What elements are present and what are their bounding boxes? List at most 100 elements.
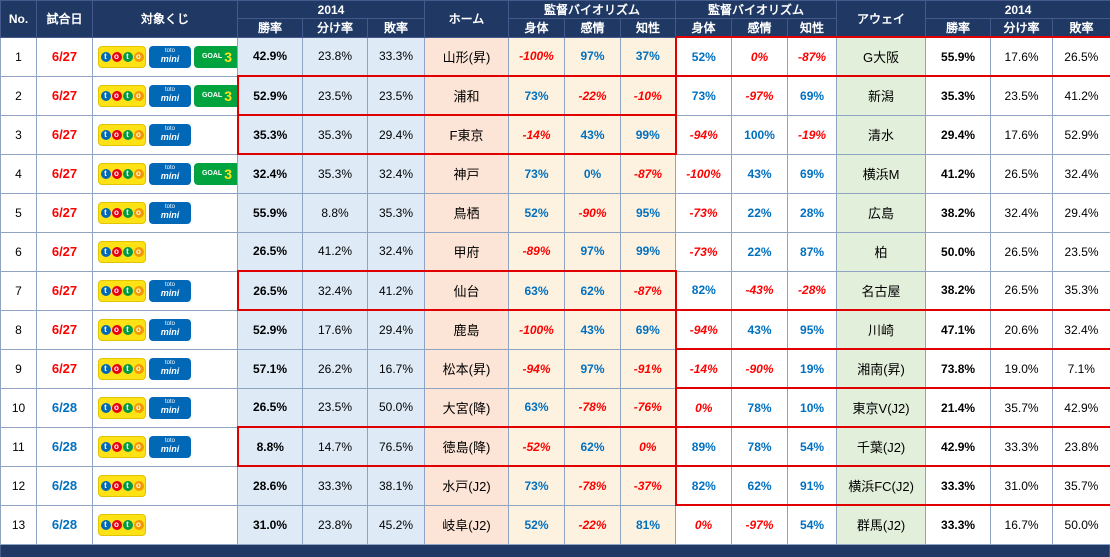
away-draw-rate-cell: 17.6%	[991, 37, 1053, 76]
away-bio-emotion-cell: -97%	[732, 76, 788, 115]
home-win-rate-cell: 31.0%	[238, 505, 303, 544]
away-bio-emotion-cell: 0%	[732, 37, 788, 76]
toto-ball-letter: t	[101, 325, 111, 335]
toto-ball-letter: t	[123, 325, 133, 335]
home-bio-emotion-cell: 62%	[565, 427, 621, 466]
toto-ball-letter: o	[134, 364, 144, 374]
home-draw-rate-cell: 14.7%	[303, 427, 368, 466]
mini-toto-badge-bottom: mini	[161, 367, 180, 377]
home-bio-body-cell: 52%	[509, 505, 565, 544]
goal3-badge-text: GOAL	[202, 170, 222, 177]
away-win-rate-cell: 42.9%	[926, 427, 991, 466]
away-team-cell: 横浜M	[837, 154, 926, 193]
away-team-cell: 東京V(J2)	[837, 388, 926, 427]
away-bio-intellect-cell: 54%	[788, 505, 837, 544]
home-loss-rate-cell: 41.2%	[368, 271, 425, 310]
match-date-cell: 6/27	[37, 232, 93, 271]
toto-ball-letter: t	[101, 91, 111, 101]
away-win-rate-cell: 35.3%	[926, 76, 991, 115]
toto-ball-letter: o	[112, 403, 122, 413]
home-bio-intellect-cell: 95%	[621, 193, 676, 232]
home-team-cell: 浦和	[425, 76, 509, 115]
home-draw-rate-header: 分け率	[303, 19, 368, 38]
toto-ball-letter: o	[134, 481, 144, 491]
home-loss-rate-cell: 45.2%	[368, 505, 425, 544]
target-lottery-header: 対象くじ	[93, 1, 238, 38]
home-win-rate-cell: 8.8%	[238, 427, 303, 466]
away-bio-emotion-header: 感情	[732, 19, 788, 38]
away-bio-intellect-cell: 54%	[788, 427, 837, 466]
home-bio-intellect-cell: -87%	[621, 154, 676, 193]
home-draw-rate-cell: 35.3%	[303, 154, 368, 193]
away-draw-rate-cell: 20.6%	[991, 310, 1053, 349]
away-loss-rate-cell: 41.2%	[1053, 76, 1110, 115]
mini-toto-badge-bottom: mini	[161, 133, 180, 143]
away-team-cell: 名古屋	[837, 271, 926, 310]
toto-ball-letter: t	[101, 247, 111, 257]
home-draw-rate-cell: 8.8%	[303, 193, 368, 232]
home-bio-emotion-cell: -90%	[565, 193, 621, 232]
row-number-cell: 7	[1, 271, 37, 310]
home-bio-body-cell: -52%	[509, 427, 565, 466]
away-loss-rate-cell: 32.4%	[1053, 154, 1110, 193]
away-bio-intellect-cell: 91%	[788, 466, 837, 505]
home-bio-emotion-cell: -22%	[565, 505, 621, 544]
home-draw-rate-cell: 41.2%	[303, 232, 368, 271]
goal3-badge-text: GOAL	[202, 53, 222, 60]
no-header: No.	[1, 1, 37, 38]
away-win-rate-cell: 29.4%	[926, 115, 991, 154]
home-bio-intellect-header: 知性	[621, 19, 676, 38]
home-bio-body-cell: 63%	[509, 388, 565, 427]
away-bio-body-cell: -100%	[676, 154, 732, 193]
home-loss-rate-cell: 35.3%	[368, 193, 425, 232]
away-bio-emotion-cell: 78%	[732, 388, 788, 427]
away-team-cell: 群馬(J2)	[837, 505, 926, 544]
away-team-cell: 千葉(J2)	[837, 427, 926, 466]
away-loss-rate-cell: 52.9%	[1053, 115, 1110, 154]
toto-ball-letter: t	[101, 364, 111, 374]
home-bio-emotion-cell: 97%	[565, 349, 621, 388]
home-win-rate-cell: 52.9%	[238, 310, 303, 349]
mini-toto-badge-bottom: mini	[161, 55, 180, 65]
home-bio-body-cell: -100%	[509, 37, 565, 76]
home-loss-rate-cell: 76.5%	[368, 427, 425, 466]
toto-ball-letter: t	[123, 403, 133, 413]
home-bio-intellect-cell: -91%	[621, 349, 676, 388]
home-bio-intellect-cell: -87%	[621, 271, 676, 310]
home-loss-rate-cell: 32.4%	[368, 232, 425, 271]
match-date-cell: 6/28	[37, 505, 93, 544]
mini-toto-badge-bottom: mini	[161, 211, 180, 221]
match-prediction-table: No. 試合日 対象くじ 2014 ホーム 監督バイオリズム 監督バイオリズム …	[0, 0, 1110, 545]
away-bio-intellect-cell: 10%	[788, 388, 837, 427]
away-loss-rate-cell: 50.0%	[1053, 505, 1110, 544]
away-bio-emotion-cell: 62%	[732, 466, 788, 505]
away-bio-emotion-cell: -90%	[732, 349, 788, 388]
home-bio-body-cell: 73%	[509, 154, 565, 193]
row-number-cell: 6	[1, 232, 37, 271]
away-bio-emotion-cell: 78%	[732, 427, 788, 466]
row-number-cell: 8	[1, 310, 37, 349]
toto-ball-letter: t	[123, 286, 133, 296]
home-bio-emotion-cell: 97%	[565, 232, 621, 271]
toto-ball-letter: o	[112, 481, 122, 491]
toto-ball-letter: t	[123, 247, 133, 257]
home-draw-rate-cell: 23.5%	[303, 76, 368, 115]
mini-toto-badge-bottom: mini	[161, 289, 180, 299]
